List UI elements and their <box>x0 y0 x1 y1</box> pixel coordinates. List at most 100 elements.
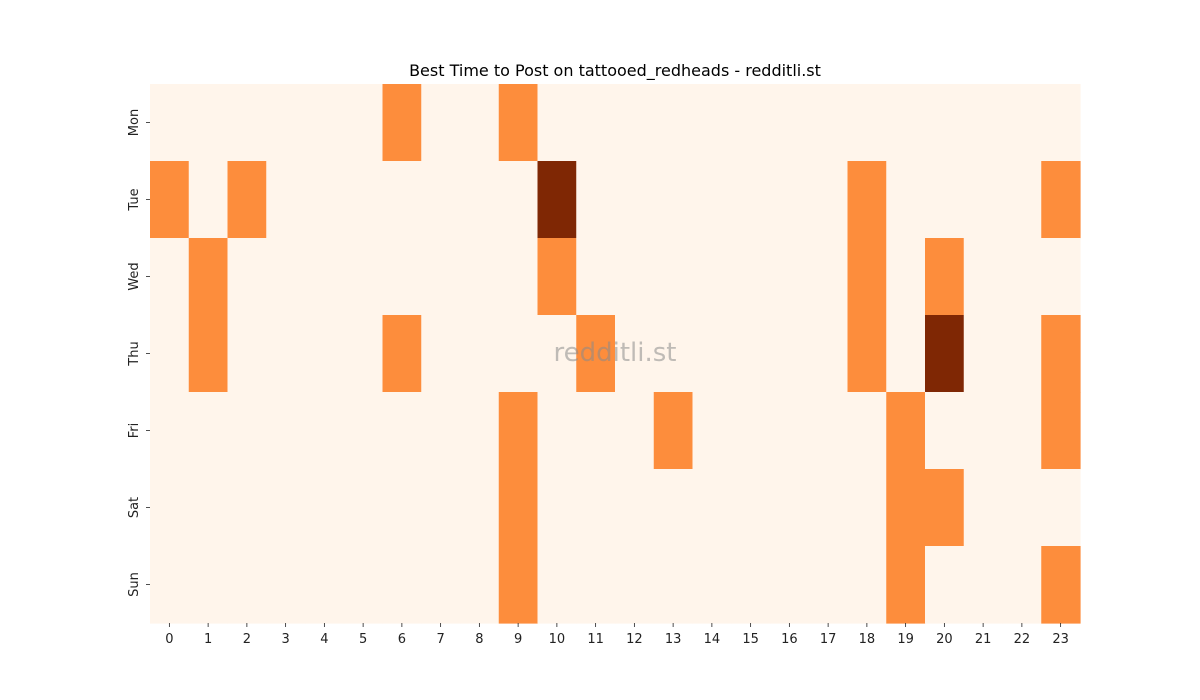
heatmap-cell-tue-18 <box>847 161 887 239</box>
x-tick-label: 17 <box>820 632 837 647</box>
heatmap-cell-wed-11 <box>576 238 616 316</box>
y-tick-label: Sat <box>127 497 142 518</box>
heatmap-cell-tue-17 <box>808 161 849 239</box>
heatmap-cell-thu-9 <box>498 315 539 393</box>
x-tick-label: 0 <box>165 632 173 647</box>
heatmap-cell-wed-16 <box>770 238 810 316</box>
heatmap-cell-thu-22 <box>1002 315 1042 393</box>
heatmap-cell-thu-5 <box>343 315 384 393</box>
heatmap-cell-sat-8 <box>460 469 500 547</box>
heatmap-cell-thu-3 <box>266 315 306 393</box>
x-tick-label: 2 <box>243 632 251 647</box>
heatmap-cell-sun-20 <box>925 546 965 624</box>
heatmap-cell-thu-15 <box>731 315 771 393</box>
heatmap-cell-tue-21 <box>963 161 1004 239</box>
heatmap-cell-tue-6 <box>382 161 422 239</box>
heatmap-cell-tue-10 <box>537 161 577 239</box>
heatmap-cell-tue-3 <box>266 161 306 239</box>
heatmap-cell-wed-5 <box>343 238 384 316</box>
heatmap-cell-sat-22 <box>1002 469 1042 547</box>
y-axis: Mon Tue Wed Thu Fri Sat Sun <box>127 109 150 597</box>
heatmap-cell-sat-21 <box>963 469 1004 547</box>
heatmap-cell-sat-0 <box>150 469 190 547</box>
heatmap-cell-thu-17 <box>808 315 849 393</box>
heatmap-cell-sat-10 <box>537 469 577 547</box>
heatmap-cell-mon-22 <box>1002 84 1042 162</box>
heatmap-cell-wed-20 <box>925 238 965 316</box>
heatmap-cell-sun-14 <box>692 546 732 624</box>
y-tick-label: Thu <box>127 341 142 366</box>
heatmap-cell-mon-16 <box>770 84 810 162</box>
heatmap-cell-tue-8 <box>460 161 500 239</box>
heatmap-cell-wed-12 <box>615 238 655 316</box>
x-tick-label: 21 <box>975 632 992 647</box>
heatmap-cell-mon-21 <box>963 84 1004 162</box>
heatmap-cell-sun-5 <box>343 546 384 624</box>
heatmap-cell-fri-4 <box>305 392 345 470</box>
heatmap-cell-sun-8 <box>460 546 500 624</box>
heatmap-cell-wed-2 <box>227 238 267 316</box>
x-tick-label: 20 <box>936 632 953 647</box>
heatmap-cell-tue-0 <box>150 161 190 239</box>
x-tick-label: 5 <box>359 632 367 647</box>
heatmap-cell-sun-3 <box>266 546 306 624</box>
heatmap-cell-sun-17 <box>808 546 849 624</box>
heatmap-cell-fri-10 <box>537 392 577 470</box>
heatmap-cell-fri-17 <box>808 392 849 470</box>
heatmap-cell-mon-10 <box>537 84 577 162</box>
heatmap-cell-thu-4 <box>305 315 345 393</box>
heatmap-cell-mon-23 <box>1041 84 1081 162</box>
heatmap-cell-sat-3 <box>266 469 306 547</box>
heatmap-cell-mon-6 <box>382 84 422 162</box>
heatmap-cell-sun-22 <box>1002 546 1042 624</box>
heatmap-cell-sat-20 <box>925 469 965 547</box>
heatmap-cell-thu-18 <box>847 315 887 393</box>
heatmap-cell-fri-20 <box>925 392 965 470</box>
heatmap-cell-thu-14 <box>692 315 732 393</box>
heatmap-cell-sun-18 <box>847 546 887 624</box>
heatmap-cell-mon-4 <box>305 84 345 162</box>
x-tick-label: 8 <box>475 632 483 647</box>
x-tick-label: 15 <box>742 632 759 647</box>
heatmap-cell-sun-2 <box>227 546 267 624</box>
heatmap-cell-sun-16 <box>770 546 810 624</box>
heatmap-cell-sun-19 <box>886 546 926 624</box>
heatmap-cell-mon-1 <box>188 84 229 162</box>
heatmap-cell-mon-14 <box>692 84 732 162</box>
heatmap-cell-sun-1 <box>188 546 229 624</box>
heatmap-cell-thu-6 <box>382 315 422 393</box>
heatmap-cell-fri-16 <box>770 392 810 470</box>
heatmap-cell-thu-11 <box>576 315 616 393</box>
y-tick-label: Mon <box>127 109 142 136</box>
x-tick-label: 22 <box>1014 632 1031 647</box>
heatmap-cell-fri-18 <box>847 392 887 470</box>
x-tick-label: 4 <box>320 632 328 647</box>
heatmap-cell-fri-8 <box>460 392 500 470</box>
heatmap-cell-mon-12 <box>615 84 655 162</box>
heatmap-cell-mon-0 <box>150 84 190 162</box>
x-tick-label: 14 <box>704 632 721 647</box>
heatmap-cell-mon-15 <box>731 84 771 162</box>
chart-title: Best Time to Post on tattooed_redheads -… <box>409 61 821 81</box>
y-tick-label: Wed <box>127 262 142 290</box>
heatmap-cell-sat-18 <box>847 469 887 547</box>
heatmap-cell-fri-12 <box>615 392 655 470</box>
heatmap-cell-fri-3 <box>266 392 306 470</box>
x-tick-label: 19 <box>897 632 914 647</box>
heatmap-cell-tue-5 <box>343 161 384 239</box>
heatmap-cell-sun-13 <box>653 546 694 624</box>
heatmap-cell-tue-4 <box>305 161 345 239</box>
heatmap-cell-tue-19 <box>886 161 926 239</box>
heatmap-cell-sun-7 <box>421 546 461 624</box>
heatmap-cell-fri-0 <box>150 392 190 470</box>
heatmap-cell-sat-11 <box>576 469 616 547</box>
x-tick-label: 16 <box>781 632 798 647</box>
y-tick-label: Fri <box>127 423 142 439</box>
heatmap-cell-mon-17 <box>808 84 849 162</box>
x-tick-label: 1 <box>204 632 212 647</box>
x-axis: 0 1 2 3 4 5 6 7 8 9 10 11 12 13 14 15 16 17 18 19 20 21 22 23 <box>165 623 1069 647</box>
y-tick-label: Sun <box>127 572 142 597</box>
heatmap-cell-sat-15 <box>731 469 771 547</box>
heatmap-cell-sat-1 <box>188 469 229 547</box>
